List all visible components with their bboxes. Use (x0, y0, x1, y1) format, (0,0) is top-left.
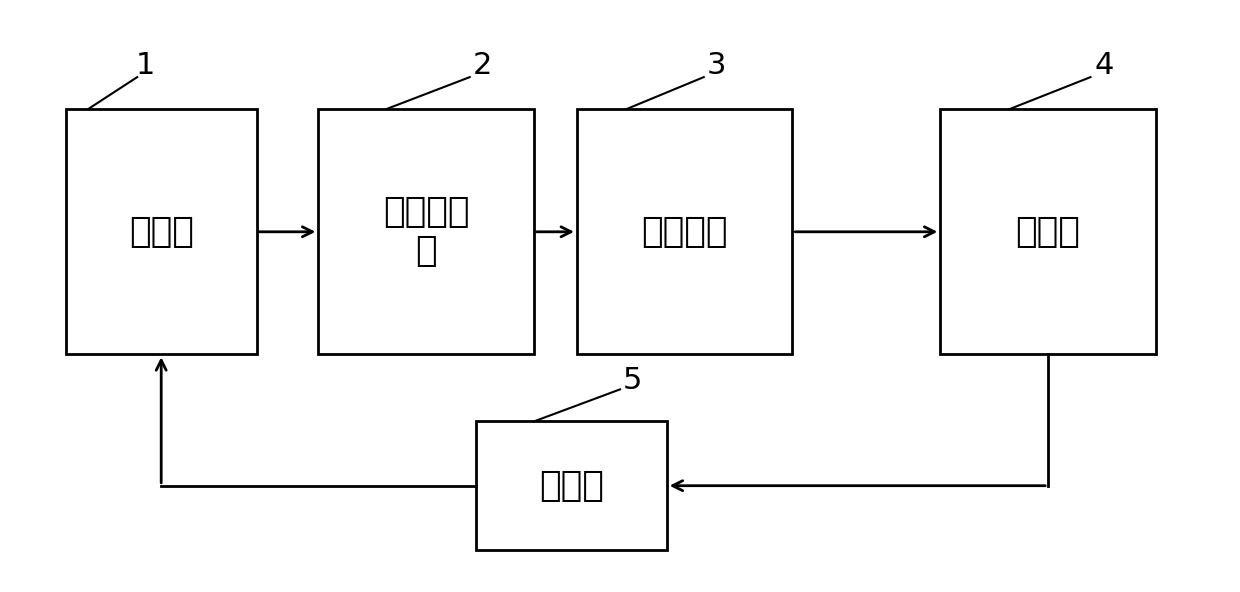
Text: 4: 4 (1095, 51, 1114, 80)
Text: 5: 5 (622, 366, 642, 395)
Text: 主控板: 主控板 (1016, 215, 1080, 249)
Bar (476, 422, 667, 550)
Bar (66, 110, 257, 355)
Text: 微型发电
机: 微型发电 机 (383, 195, 469, 269)
Bar (577, 110, 792, 355)
Text: 振动源: 振动源 (129, 215, 193, 249)
Text: 控制器: 控制器 (539, 469, 604, 503)
Bar (319, 110, 533, 355)
Text: 1: 1 (136, 51, 155, 80)
Text: 转换电路: 转换电路 (641, 215, 728, 249)
Text: 3: 3 (707, 51, 725, 80)
Bar (940, 110, 1156, 355)
Text: 2: 2 (472, 51, 492, 80)
